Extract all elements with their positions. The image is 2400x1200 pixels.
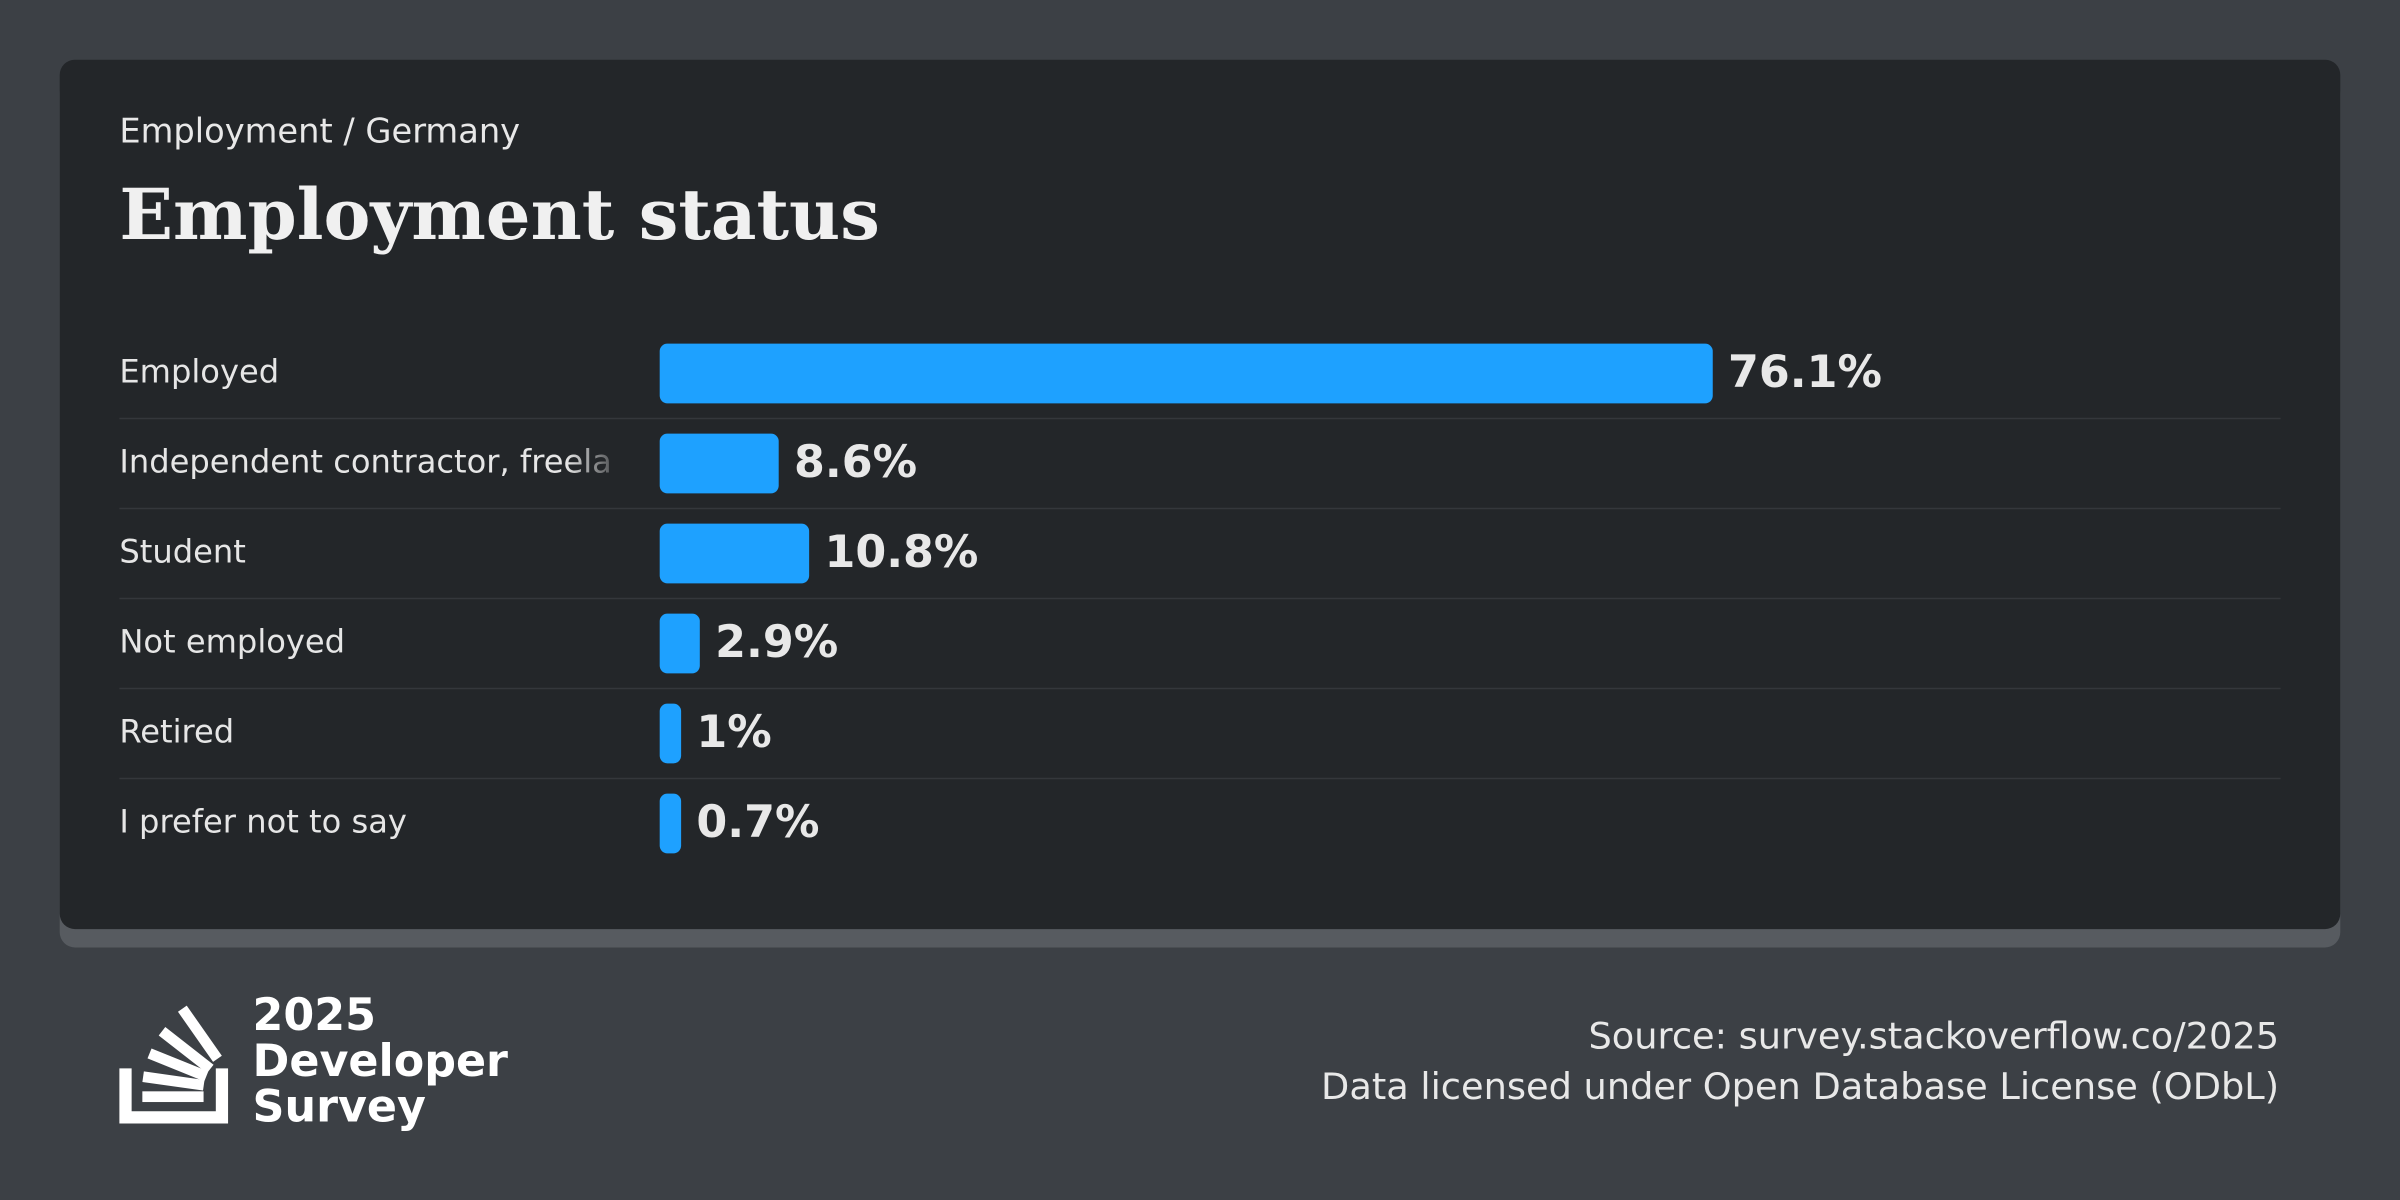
license: Data licensed under Open Database Licens… [1321, 1065, 2279, 1108]
logo-bar [142, 1071, 205, 1091]
category-label: Not employed [119, 622, 345, 660]
category-labels: Employed Independent contractor, freela St… [119, 352, 612, 840]
bar [659, 793, 682, 854]
category-label: I prefer not to say [119, 802, 407, 840]
logo-text: 2025 [253, 990, 377, 1041]
value-label: 0.7% [696, 797, 819, 848]
value-label: 10.8% [824, 527, 978, 578]
card [59, 59, 2341, 930]
logo-text: Developer [253, 1036, 509, 1087]
category-label: Employed [119, 352, 279, 390]
value-label: 2.9% [715, 617, 838, 668]
bar [659, 343, 1713, 404]
category-label: Retired [119, 712, 234, 750]
bar [659, 523, 810, 584]
subtitle: Employment / Germany [119, 112, 520, 151]
value-label: 76.1% [1728, 347, 1882, 398]
value-label: 1% [696, 707, 771, 758]
logo-bar [158, 1027, 214, 1074]
logo-bar [142, 1091, 204, 1103]
logo-bar [147, 1048, 209, 1082]
bar [659, 613, 700, 674]
logo-bar [177, 1005, 222, 1062]
bar [659, 433, 779, 494]
category-label: Student [119, 532, 245, 570]
category-label: Independent contractor, freela [119, 442, 612, 480]
label-fade [566, 336, 628, 858]
logo-tray [119, 1068, 229, 1124]
logo-text: Survey [253, 1082, 426, 1133]
bar [659, 703, 682, 764]
chart-title: Employment status [119, 173, 879, 256]
value-label: 8.6% [794, 437, 917, 488]
source: Source: survey.stackoverflow.co/2025 [1588, 1014, 2279, 1057]
logo [119, 1005, 229, 1124]
